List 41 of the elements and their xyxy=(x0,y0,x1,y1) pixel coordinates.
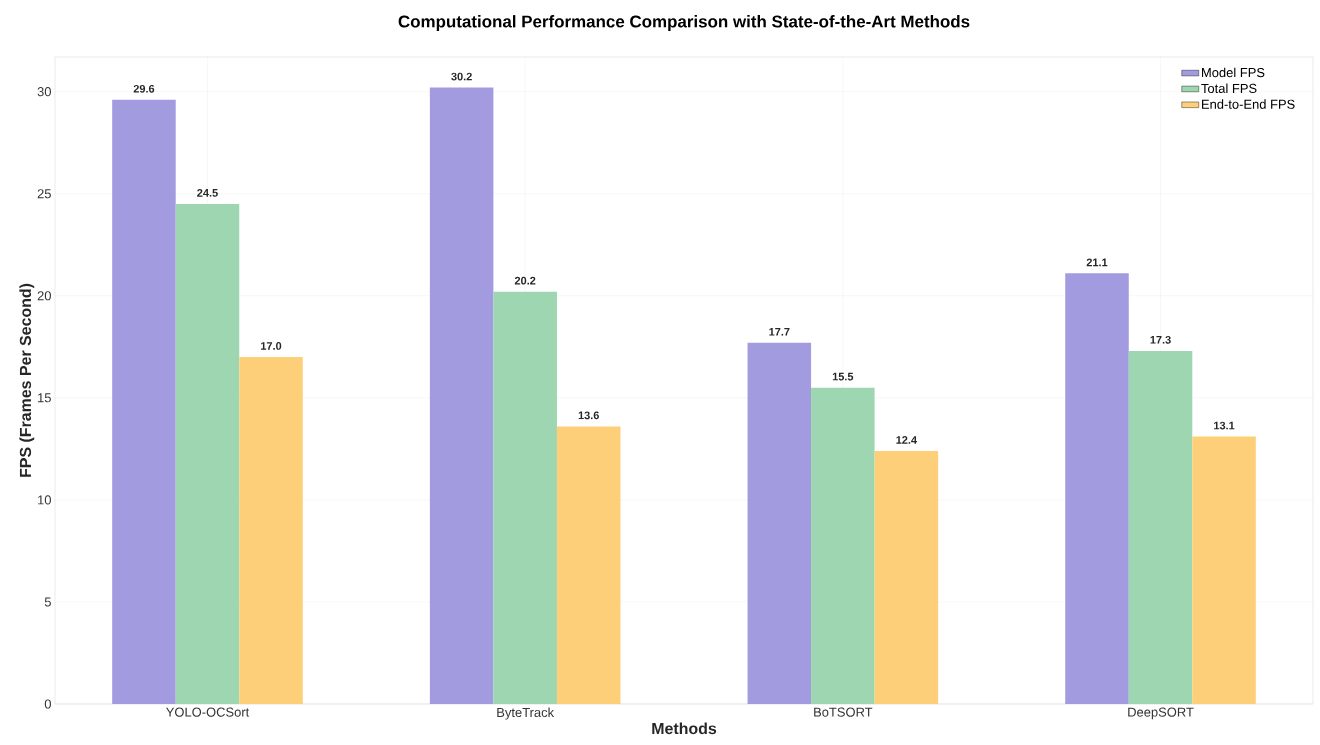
y-tick-label: 5 xyxy=(44,597,51,607)
bar xyxy=(112,99,176,704)
chart-title: Computational Performance Comparison with State-of-the-Art Methods xyxy=(398,15,970,31)
y-axis-title: FPS (Frames Per Second) xyxy=(19,283,35,477)
legend-label: End-to-End FPS xyxy=(1202,99,1295,109)
data-label: 13.6 xyxy=(578,411,599,420)
y-tick-label: 0 xyxy=(44,699,51,709)
bar xyxy=(239,357,303,704)
bar xyxy=(1192,436,1256,704)
y-tick-label: 15 xyxy=(38,393,51,403)
bar xyxy=(556,426,621,704)
x-tick-label: YOLO-OCSort xyxy=(166,707,250,717)
y-tick-label: 10 xyxy=(38,495,51,505)
y-tick-label: 20 xyxy=(37,291,51,301)
x-tick-label: ByteTrack xyxy=(497,707,555,720)
bar xyxy=(747,342,812,704)
bar xyxy=(811,387,875,704)
data-label: 12.4 xyxy=(896,436,917,444)
bar xyxy=(493,291,557,704)
legend-label: Model FPS xyxy=(1202,67,1265,78)
legend-label: Total FPS xyxy=(1201,83,1257,94)
x-tick-label: DeepSORT xyxy=(1128,707,1194,720)
bar xyxy=(429,87,494,704)
bar xyxy=(175,203,240,704)
data-label: 13.1 xyxy=(1214,421,1235,430)
data-label: 17.7 xyxy=(769,328,790,336)
x-axis-title: Methods xyxy=(652,722,717,735)
data-label: 17.0 xyxy=(261,342,282,350)
data-label: 21.1 xyxy=(1086,258,1108,267)
bar xyxy=(1128,350,1193,704)
data-label: 15.5 xyxy=(832,372,854,381)
data-label: 29.6 xyxy=(133,84,155,93)
data-label: 24.5 xyxy=(197,188,218,197)
y-tick-label: 30 xyxy=(37,87,51,97)
data-label: 30.2 xyxy=(451,72,472,81)
x-tick-label: BoTSORT xyxy=(814,707,873,717)
data-label: 20.2 xyxy=(514,276,536,285)
bar xyxy=(874,450,939,704)
y-tick-label: 25 xyxy=(37,189,51,199)
data-label: 17.3 xyxy=(1150,335,1171,344)
bar xyxy=(1065,273,1129,704)
